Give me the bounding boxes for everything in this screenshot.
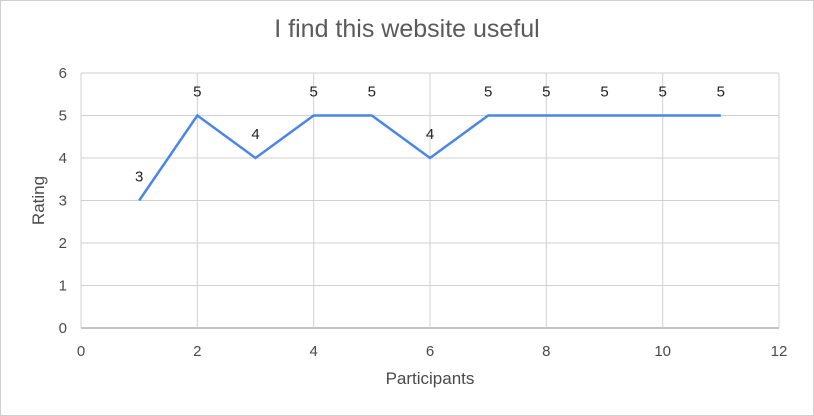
data-label: 5	[368, 84, 376, 101]
y-tick-label: 2	[59, 235, 67, 252]
x-tick-label: 4	[309, 343, 317, 360]
x-tick-label: 0	[77, 343, 85, 360]
x-tick-label: 12	[771, 343, 788, 360]
data-labels: 3 5 4 5 5 4 5 5 5 5 5	[135, 84, 725, 186]
x-tick-label: 8	[542, 343, 550, 360]
grid-lines	[80, 72, 780, 329]
x-axis-tick-labels: 0 2 4 6 8 10 12	[77, 343, 788, 360]
data-label: 4	[426, 126, 434, 143]
y-tick-label: 4	[59, 150, 67, 167]
data-label: 5	[193, 84, 201, 101]
series-group	[138, 113, 721, 202]
data-label: 4	[251, 126, 259, 143]
data-label: 5	[658, 84, 666, 101]
x-tick-label: 6	[426, 343, 434, 360]
data-label: 5	[717, 84, 725, 101]
data-label: 3	[135, 169, 143, 186]
x-axis-title: Participants	[386, 369, 475, 388]
x-tick-label: 10	[654, 343, 671, 360]
data-label: 5	[542, 84, 550, 101]
data-label: 5	[600, 84, 608, 101]
y-tick-label: 0	[59, 320, 67, 337]
data-label: 5	[484, 84, 492, 101]
y-axis-tick-labels: 0 1 2 3 4 5 6	[59, 65, 67, 337]
data-label: 5	[309, 84, 317, 101]
y-tick-label: 1	[59, 278, 67, 295]
series-line	[138, 113, 721, 202]
y-tick-label: 6	[59, 65, 67, 82]
x-tick-label: 2	[193, 343, 201, 360]
y-tick-label: 5	[59, 108, 67, 125]
y-axis-title: Rating	[29, 176, 48, 225]
chart-title: I find this website useful	[274, 15, 540, 43]
y-tick-label: 3	[59, 193, 67, 210]
